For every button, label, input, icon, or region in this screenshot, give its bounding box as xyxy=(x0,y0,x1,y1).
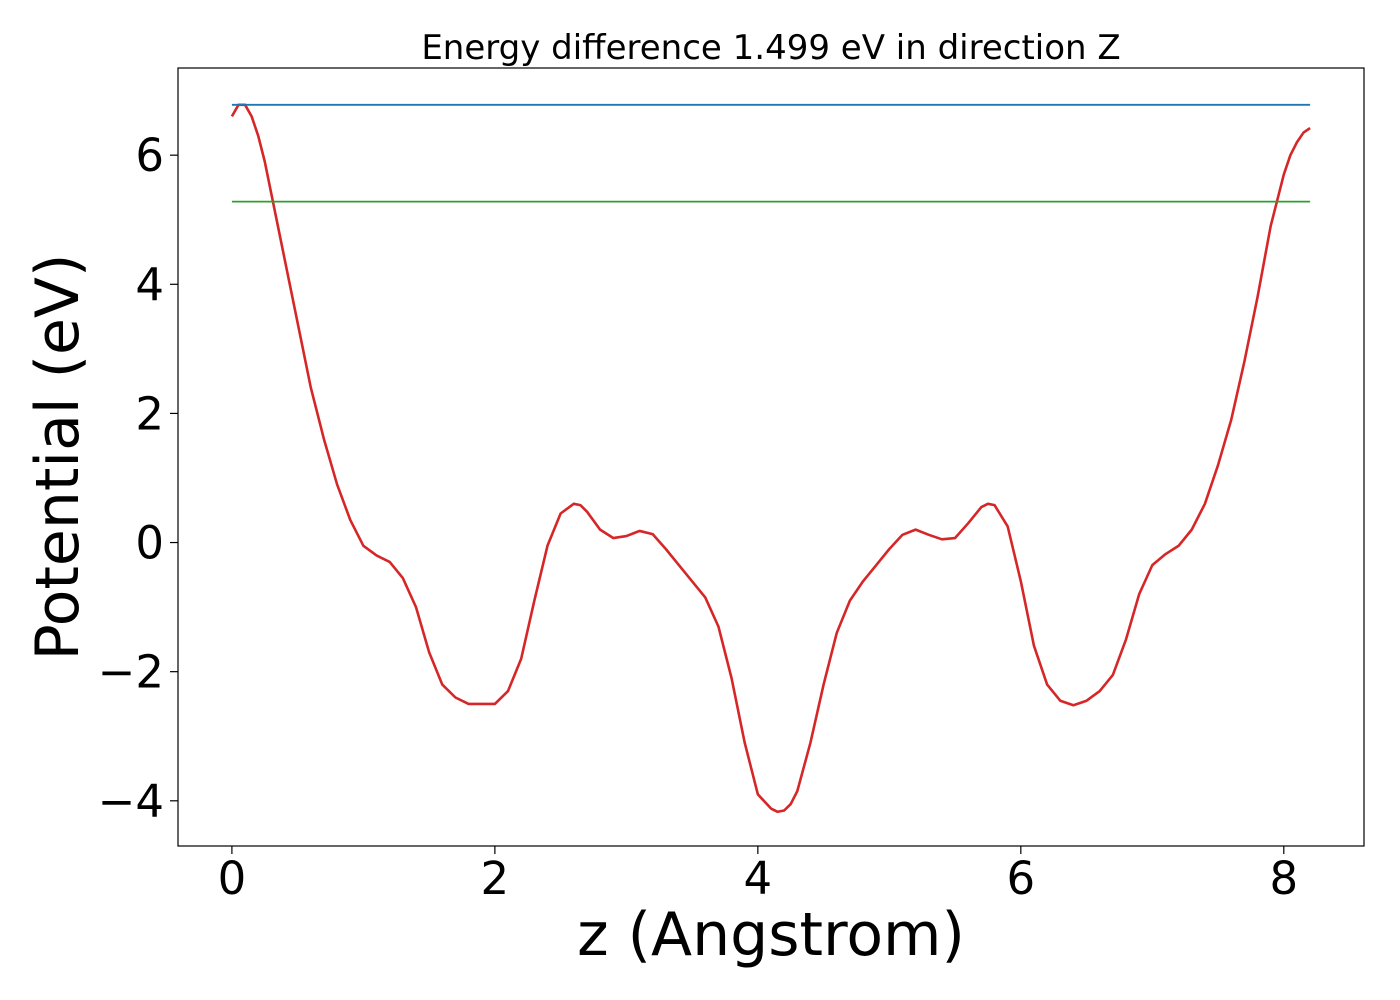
y-axis-ticks: −4 −2 0 2 4 6 xyxy=(98,129,178,828)
x-tick-label: 8 xyxy=(1269,852,1298,905)
y-tick-label: 4 xyxy=(135,258,164,311)
y-axis-label: Potential (eV) xyxy=(23,254,93,661)
x-tick-label: 0 xyxy=(218,852,247,905)
y-tick-label: 2 xyxy=(135,387,164,440)
x-tick-label: 2 xyxy=(481,852,510,905)
x-axis-label: z (Angstrom) xyxy=(577,900,965,970)
plot-area xyxy=(230,103,1311,814)
x-axis-ticks: 0 2 4 6 8 xyxy=(218,846,1298,905)
y-tick-label: −2 xyxy=(98,646,164,699)
chart-title: Energy difference 1.499 eV in direction … xyxy=(421,28,1120,68)
series-line-0 xyxy=(230,103,1311,814)
y-tick-label: 0 xyxy=(135,517,164,570)
x-tick-label: 6 xyxy=(1007,852,1036,905)
y-tick-label: −4 xyxy=(98,775,164,828)
y-tick-label: 6 xyxy=(135,129,164,182)
axes-frame xyxy=(177,67,1365,847)
x-tick-label: 4 xyxy=(744,852,773,905)
